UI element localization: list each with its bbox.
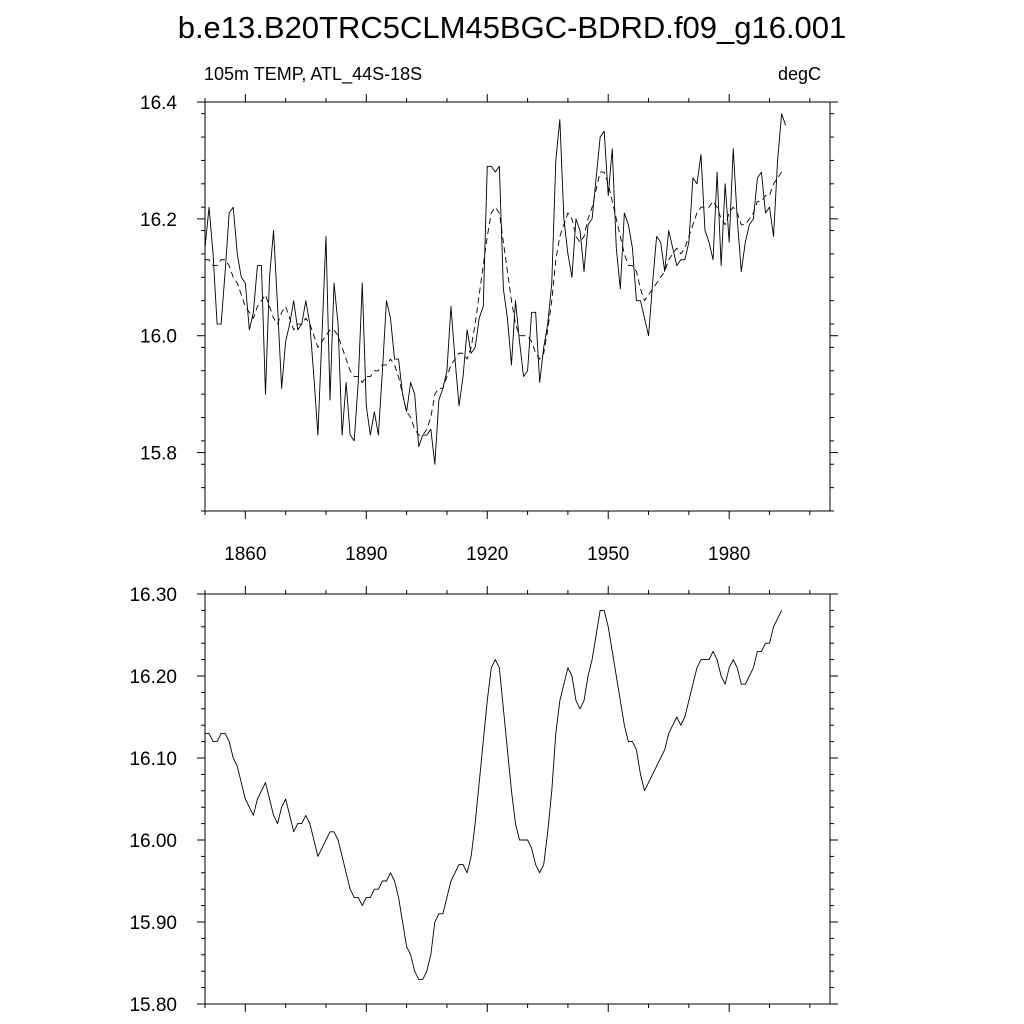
y-tick-label: 16.30 xyxy=(129,585,177,606)
x-tick-label: 1890 xyxy=(345,544,387,565)
y-tick-label: 16.00 xyxy=(129,831,177,852)
series-line-solid xyxy=(204,113,787,465)
panel-units-label: degC xyxy=(777,64,821,84)
panel-variable-label: 105m TEMP, ATL_44S-18S xyxy=(204,64,423,84)
y-tick-label: 15.80 xyxy=(129,995,177,1016)
x-tick-label: 1860 xyxy=(224,544,266,565)
series-line-dashed xyxy=(205,171,782,436)
y-tick-label: 16.2 xyxy=(140,210,177,231)
x-tick-label: 1920 xyxy=(466,544,508,565)
x-tick-label: 1950 xyxy=(587,544,629,565)
y-tick-label: 16.0 xyxy=(140,327,177,348)
series-line-solid xyxy=(205,609,783,980)
x-tick-label: 1980 xyxy=(708,544,750,565)
plot-frame xyxy=(204,101,831,512)
y-tick-label: 15.8 xyxy=(140,444,177,465)
y-tick-label: 15.90 xyxy=(129,913,177,934)
y-tick-label: 16.10 xyxy=(129,749,177,770)
plot-frame xyxy=(204,593,831,1005)
y-tick-label: 16.20 xyxy=(129,667,177,688)
y-tick-label: 16.4 xyxy=(140,93,177,114)
top-panel: 1860 1890 1920 1950 1980 15.8 16.0 16.2 16.4 xyxy=(140,93,838,565)
bottom-panel: 15.80 15.90 16.00 16.10 16.20 16.30 xyxy=(129,585,838,1016)
chart-title: b.e13.B20TRC5CLM45BGC-BDRD.f09_g16.001 xyxy=(177,10,847,45)
